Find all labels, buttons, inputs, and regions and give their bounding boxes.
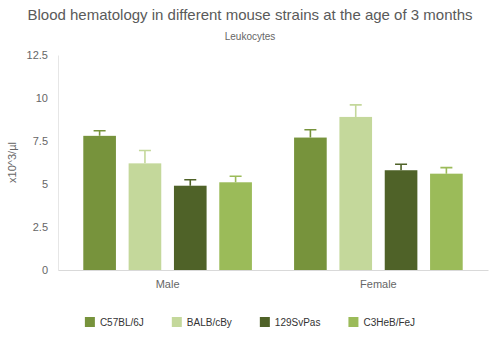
y-tick-label: 5 [42,178,48,190]
series [174,164,417,270]
legend-label: C3HeB/FeJ [363,317,415,328]
bar [219,182,252,270]
legend-label: BALB/cBy [187,317,232,328]
error-bar [440,168,452,174]
y-axis-title: x10^3/µl [6,142,18,183]
y-tick-label: 0 [42,264,48,276]
legend-label: C57BL/6J [100,317,144,328]
y-tick-label: 7.5 [33,135,48,147]
legend-swatch [85,317,95,327]
x-axis-line [59,270,489,271]
chart-container: Blood hematology in different mouse stra… [0,0,500,347]
title: Blood hematology in different mouse stra… [28,6,473,23]
y-axis: 0 2.5 5 7.5 10 12.5 [27,49,59,276]
chart-svg: Blood hematology in different mouse stra… [0,0,500,347]
y-tick: 12.5 [27,49,58,61]
series [219,168,462,270]
y-tick: 7.5 [33,135,58,147]
series [129,105,372,270]
bar [294,138,327,270]
legend-swatch [172,317,182,327]
x-axis: Male Female [59,270,489,290]
y-axis-line [58,56,59,271]
error-bar [395,164,407,170]
y-tick-label: 12.5 [27,49,48,61]
bar [129,163,162,270]
legend-item: BALB/cBy [172,317,232,328]
plot-area: 0 2.5 5 7.5 10 12.5 Male Female [27,49,489,290]
bar [83,136,116,270]
error-bar [304,130,316,138]
x-tick-label: Male [156,278,180,290]
bars [83,105,462,270]
subtitle: Leukocytes [225,31,276,42]
legend-item: 129SvPas [260,317,321,328]
y-tick: 0 [42,264,58,276]
legend-swatch [260,317,270,327]
x-tick: Male [156,270,180,290]
y-tick: 5 [42,178,58,190]
y-tick: 10 [36,92,58,104]
y-tick: 2.5 [33,221,58,233]
bar [174,186,207,270]
legend-label: 129SvPas [275,317,321,328]
error-bar [230,176,242,182]
error-bar [350,105,362,117]
bar [339,117,372,270]
legend-item: C3HeB/FeJ [348,317,415,328]
error-bar [139,150,151,163]
error-bar [184,180,196,186]
bar [385,170,418,270]
error-bar [94,131,106,136]
x-tick-label: Female [360,278,397,290]
legend-swatch [348,317,358,327]
legend: C57BL/6J BALB/cBy 129SvPas C3HeB/FeJ [85,317,415,328]
x-tick: Female [360,270,397,290]
legend-item: C57BL/6J [85,317,144,328]
y-tick-label: 2.5 [33,221,48,233]
bar [430,174,463,270]
series [83,130,326,270]
y-tick-label: 10 [36,92,48,104]
